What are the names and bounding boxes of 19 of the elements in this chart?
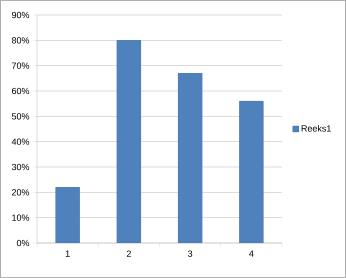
y-tick-label: 40% (12, 138, 30, 145)
y-tick-label: 0% (16, 240, 30, 246)
x-tick-label: 3 (188, 250, 192, 257)
bar (178, 73, 202, 243)
y-tick-label: 30% (12, 164, 30, 170)
x-tick-label: 1 (66, 250, 70, 257)
x-tick-label: 4 (249, 250, 254, 257)
y-tick-label: 90% (12, 12, 30, 18)
y-tick-label: 80% (12, 37, 30, 44)
y-tick-label: 50% (12, 113, 30, 120)
y-tick-label: 10% (12, 214, 30, 221)
bar (239, 100, 264, 243)
y-tick-label: 20% (12, 189, 30, 196)
x-tick-label: 2 (126, 250, 131, 257)
legend-label: Reeks1 (302, 125, 331, 132)
bar (116, 40, 142, 243)
bar (55, 187, 80, 243)
y-tick-label: 70% (12, 62, 30, 69)
y-tick-label: 60% (12, 88, 30, 94)
